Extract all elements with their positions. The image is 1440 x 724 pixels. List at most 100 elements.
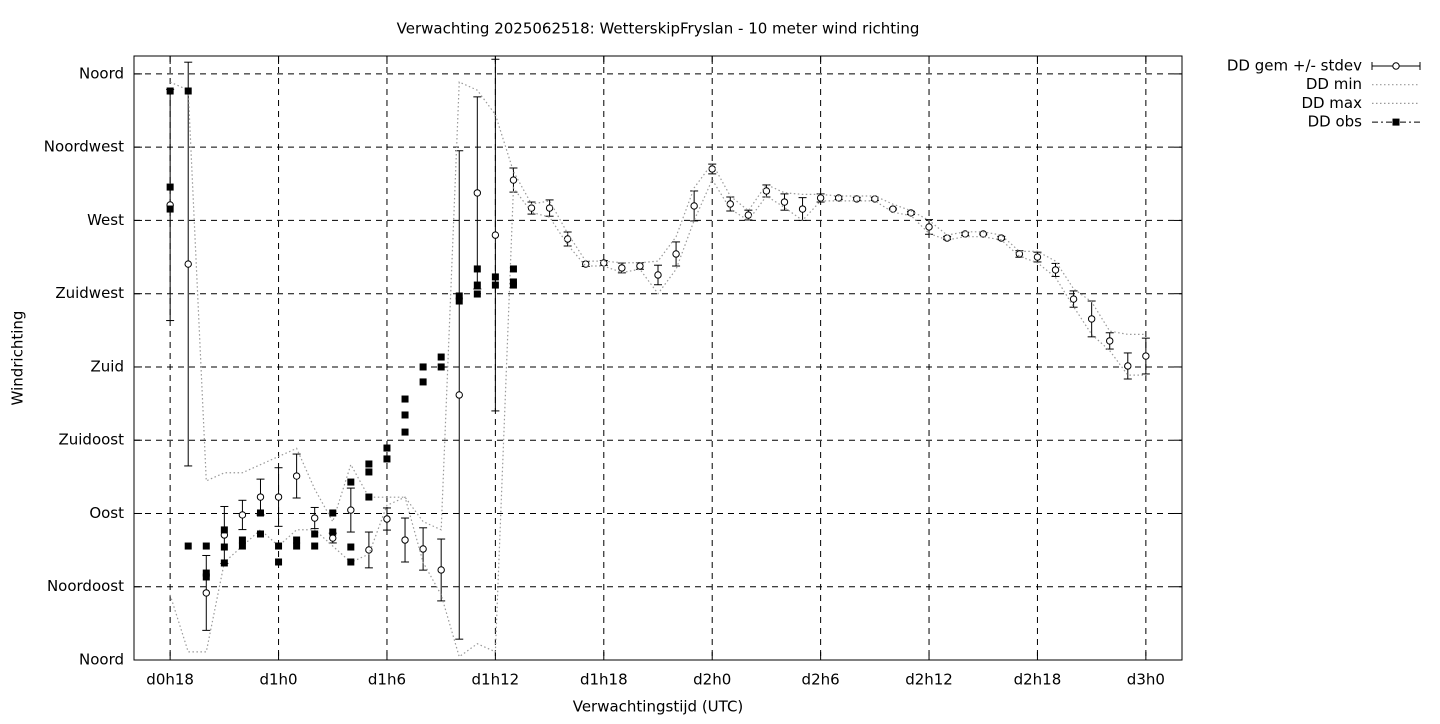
mean-point xyxy=(1051,266,1060,274)
mean-point xyxy=(256,493,265,501)
mean-point xyxy=(997,234,1006,242)
obs-point xyxy=(401,428,409,436)
y-tick-label: Noordwest xyxy=(44,138,124,156)
y-tick-label: Noordoost xyxy=(47,577,124,595)
obs-point xyxy=(184,542,192,550)
obs-point xyxy=(202,573,210,581)
obs-point xyxy=(202,542,210,550)
mean-point xyxy=(979,230,987,238)
obs-point xyxy=(256,530,264,538)
x-tick-label: d2h0 xyxy=(693,671,731,689)
obs-point xyxy=(275,558,283,566)
mean-point xyxy=(347,506,355,514)
obs-point xyxy=(455,292,463,300)
plot-frame xyxy=(133,55,1183,661)
obs-point xyxy=(238,536,246,544)
mean-point xyxy=(1033,253,1042,261)
y-tick-label: Oost xyxy=(89,504,124,522)
mean-point xyxy=(1087,315,1096,323)
range-line xyxy=(169,81,1146,531)
x-tick-label: d1h0 xyxy=(259,671,297,689)
mean-point xyxy=(871,195,879,203)
obs-point xyxy=(473,265,481,273)
obs-point xyxy=(329,509,337,517)
mean-point xyxy=(834,194,843,202)
mean-point xyxy=(455,391,463,399)
y-tick-label: Noord xyxy=(79,64,124,82)
mean-point xyxy=(780,198,789,206)
obs-point xyxy=(383,455,391,463)
mean-point xyxy=(1124,362,1132,370)
obs-point xyxy=(166,205,174,213)
obs-point xyxy=(311,542,319,550)
obs-point xyxy=(509,281,517,289)
obs-point xyxy=(365,460,373,468)
mean-point xyxy=(708,165,716,173)
mean-point xyxy=(618,264,626,272)
mean-point xyxy=(816,194,825,202)
mean-point xyxy=(238,511,247,519)
mean-point xyxy=(509,176,518,184)
obs-point xyxy=(491,281,499,289)
obs-point xyxy=(311,530,319,538)
legend-label: DD min xyxy=(1306,75,1362,93)
x-tick-label: d2h12 xyxy=(905,671,953,689)
mean-point xyxy=(202,589,210,597)
mean-point xyxy=(744,211,753,219)
obs-point xyxy=(202,569,210,577)
obs-point xyxy=(401,395,409,403)
mean-point xyxy=(798,205,807,213)
obs-point xyxy=(220,526,228,534)
obs-point xyxy=(437,363,445,371)
mean-point xyxy=(762,187,771,195)
obs-point xyxy=(275,542,283,550)
x-tick-label: d2h6 xyxy=(802,671,840,689)
mean-point xyxy=(853,195,861,203)
obs-point xyxy=(401,411,409,419)
obs-point xyxy=(347,478,355,486)
obs-point xyxy=(238,542,246,550)
mean-point xyxy=(726,200,734,208)
y-axis-label: Windrichting xyxy=(9,311,27,406)
y-tick-label: Noord xyxy=(79,651,124,669)
obs-point xyxy=(347,558,355,566)
mean-point xyxy=(491,231,500,239)
mean-point xyxy=(1142,352,1150,360)
obs-point xyxy=(166,87,174,95)
obs-point xyxy=(347,543,355,551)
mean-point xyxy=(310,514,319,522)
obs-point xyxy=(419,363,427,371)
x-tick-label: d1h12 xyxy=(472,671,520,689)
obs-point xyxy=(419,378,427,386)
mean-point xyxy=(636,262,644,270)
mean-point xyxy=(419,545,427,553)
y-tick-label: Zuid xyxy=(91,357,124,375)
obs-point xyxy=(329,528,337,536)
x-axis-label: Verwachtingstijd (UTC) xyxy=(573,698,744,716)
mean-point xyxy=(1106,337,1114,345)
mean-point xyxy=(943,234,951,242)
x-tick-label: d3h0 xyxy=(1127,671,1165,689)
y-tick-label: Zuidwest xyxy=(55,284,124,302)
obs-point xyxy=(491,273,499,281)
mean-point xyxy=(545,204,554,212)
obs-point xyxy=(509,265,517,273)
legend-label: DD max xyxy=(1301,94,1362,112)
x-tick-label: d1h6 xyxy=(368,671,406,689)
mean-point xyxy=(383,515,391,523)
mean-point xyxy=(654,271,662,279)
y-tick-label: West xyxy=(87,211,124,229)
obs-point xyxy=(256,509,264,517)
obs-point xyxy=(455,297,463,305)
mean-point xyxy=(437,566,445,574)
mean-point xyxy=(1069,295,1078,303)
obs-point xyxy=(184,87,192,95)
obs-point xyxy=(473,281,481,289)
mean-point xyxy=(329,534,337,542)
y-tick-label: Zuidoost xyxy=(58,431,124,449)
mean-point xyxy=(292,472,301,480)
obs-point xyxy=(365,493,373,501)
obs-point xyxy=(473,290,481,298)
